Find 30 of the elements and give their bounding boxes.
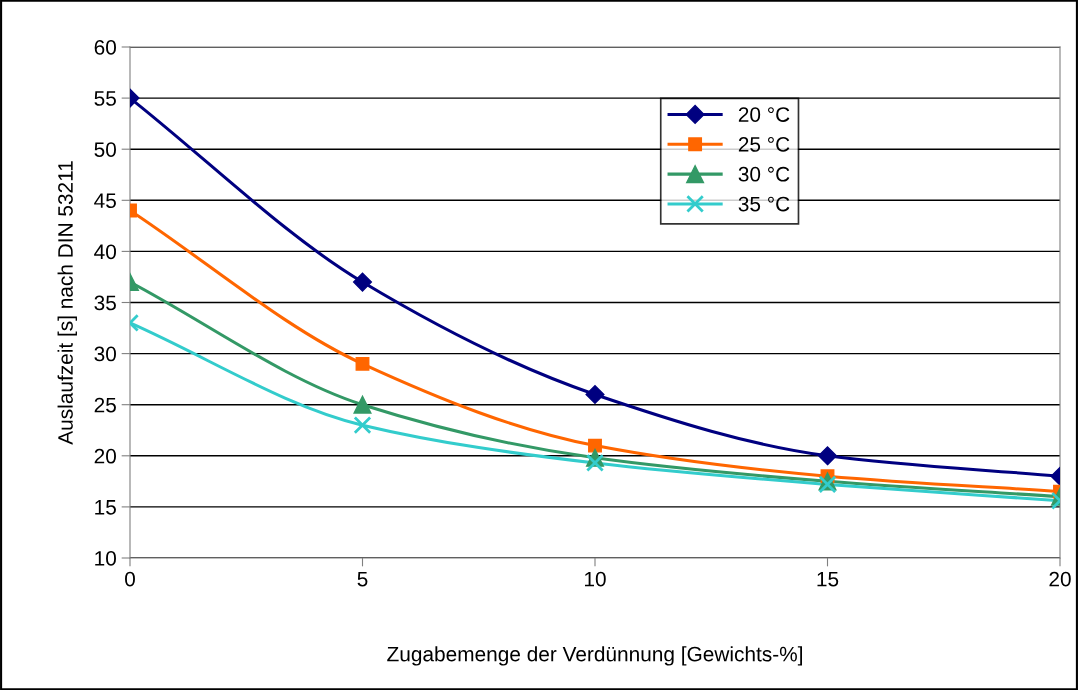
x-tick-label: 15 xyxy=(817,571,839,587)
point xyxy=(353,395,372,414)
x-tick-label: 5 xyxy=(357,571,368,587)
y-tick-label: 55 xyxy=(94,91,116,106)
point xyxy=(355,356,370,371)
point xyxy=(585,384,605,405)
legend-label: 35 °C xyxy=(738,196,790,212)
legend-label: 20 °C xyxy=(738,107,790,122)
point xyxy=(585,453,605,472)
y-tick-label: 45 xyxy=(94,193,116,209)
y-tick-label: 15 xyxy=(95,500,116,515)
point xyxy=(588,438,602,453)
y-tick-label: 30 xyxy=(94,346,116,362)
y-tick-label: 25 xyxy=(94,397,116,413)
y-tick-label: 40 xyxy=(94,244,116,260)
x-tick-label: 0 xyxy=(125,571,135,587)
x-axis-title: Zugabemenge der Verdünnung [Gewichts-%] xyxy=(387,646,802,666)
point xyxy=(353,416,372,435)
point xyxy=(817,446,838,466)
x-tick-label: 10 xyxy=(585,571,606,587)
point xyxy=(352,272,373,292)
legend-label: 25 °C xyxy=(738,137,790,152)
legend-label: 30 °C xyxy=(738,166,790,182)
y-tick-label: 60 xyxy=(94,40,116,55)
y-axis-title: Auslaufzeit [s] nach DIN 53211 xyxy=(57,161,77,445)
x-tick-label: 20 xyxy=(1049,571,1071,587)
y-tick-label: 50 xyxy=(94,142,116,157)
y-tick-label: 35 xyxy=(94,295,116,311)
y-tick-label: 20 xyxy=(94,448,116,464)
y-tick-label: 10 xyxy=(95,551,116,566)
